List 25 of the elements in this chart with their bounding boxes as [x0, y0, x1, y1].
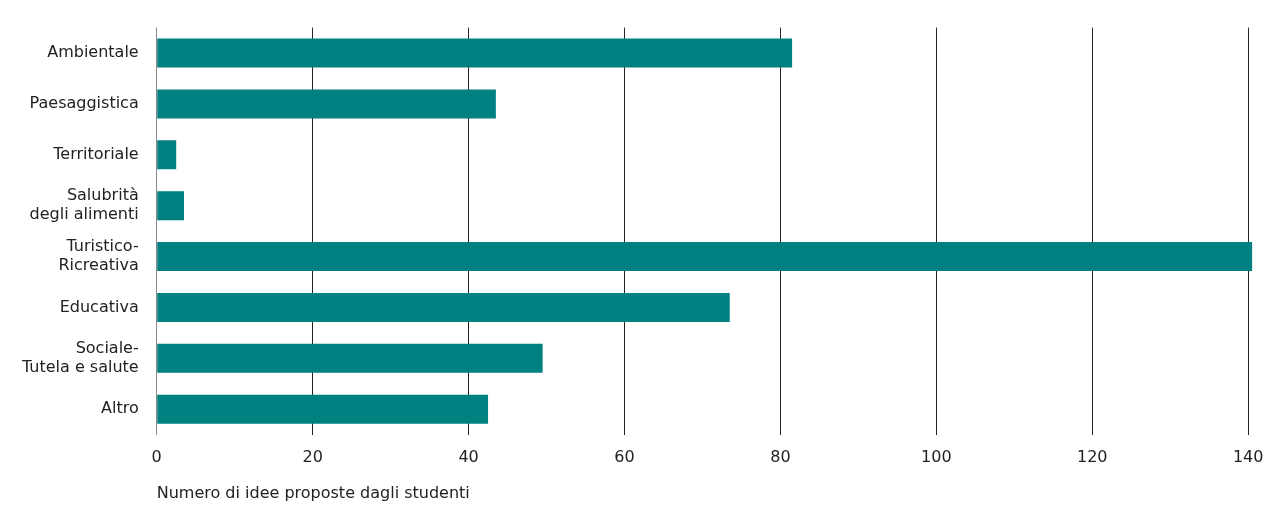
- bar: [157, 140, 177, 170]
- x-tick-label: 20: [302, 447, 323, 467]
- y-tick-label: Salubrità degli alimenti: [29, 185, 139, 224]
- bar: [157, 191, 184, 221]
- bar: [157, 394, 489, 424]
- bar: [157, 242, 1253, 272]
- bar: [157, 38, 793, 68]
- y-tick-label: Sociale- Tutela e salute: [20, 337, 139, 377]
- x-tick-label: 60: [614, 447, 635, 467]
- y-tick-label: Ambientale: [47, 42, 139, 62]
- bar: [157, 292, 730, 322]
- y-tick-label: Territoriale: [52, 143, 139, 163]
- x-tick-label: 120: [1077, 447, 1108, 467]
- x-tick-label: 80: [770, 447, 791, 467]
- y-tick-label: Educativa: [59, 296, 139, 316]
- x-axis-title: Numero di idee proposte dagli studenti: [156, 482, 470, 502]
- x-tick-label: 0: [151, 447, 162, 467]
- x-tick-label: 40: [458, 447, 479, 467]
- x-tick-label: 100: [921, 447, 952, 467]
- y-tick-label: Paesaggistica: [29, 93, 139, 113]
- y-tick-label: Turistico- Ricreativa: [58, 236, 139, 275]
- y-tick-label: Altro: [101, 398, 139, 418]
- bar: [157, 343, 543, 373]
- bar: [157, 89, 496, 119]
- x-tick-label: 140: [1232, 447, 1264, 467]
